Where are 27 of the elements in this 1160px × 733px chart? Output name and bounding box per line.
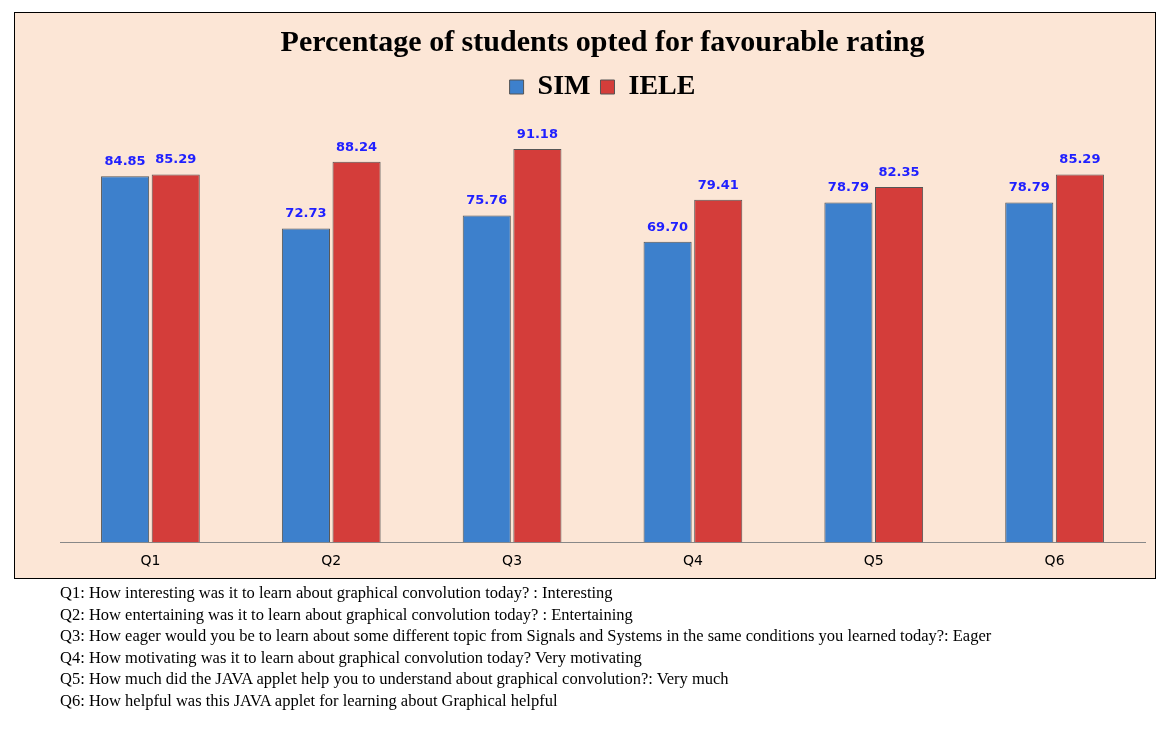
data-label: 82.35 <box>878 163 920 179</box>
data-label: 75.76 <box>466 192 508 208</box>
data-label: 88.24 <box>336 138 378 154</box>
data-label: 85.29 <box>155 151 197 167</box>
x-tick-label: Q4 <box>682 552 703 569</box>
chart-title: Percentage of students opted for favourable rating <box>280 23 925 57</box>
data-label: 79.41 <box>697 176 739 192</box>
data-label: 85.29 <box>1059 151 1101 167</box>
text: Q5: How much did the JAVA applet help you to understand about graphical convolution?: Very much <box>60 668 730 690</box>
x-tick-label: Q2 <box>321 552 342 569</box>
data-label: 78.79 <box>1008 179 1050 195</box>
x-tick-label: Q3 <box>502 552 523 569</box>
text: Q3: How eager would you be to learn about some different topic from Signals and Systems in the same conditions you learned today?: Eager <box>60 625 993 647</box>
text: Q1: How interesting was it to learn about graphical convolution today? : Interesting <box>60 582 614 604</box>
x-tick-label: Q5 <box>863 552 884 569</box>
data-label: 72.73 <box>285 205 327 221</box>
legend-label: IELE <box>628 69 696 101</box>
legend-label: SIM <box>537 69 591 101</box>
x-tick-label: Q1 <box>140 552 161 569</box>
text: Q6: How helpful was this JAVA applet for learning about Graphical helpful <box>60 689 559 711</box>
data-label: 78.79 <box>827 179 869 195</box>
text: Q2: How entertaining was it to learn about graphical convolution today? : Entertaining <box>60 603 634 625</box>
x-tick-label: Q6 <box>1044 552 1065 569</box>
data-label: 69.70 <box>647 218 689 234</box>
data-label: 84.85 <box>104 153 146 169</box>
data-label: 91.18 <box>516 125 558 141</box>
text: Q4: How motivating was it to learn about graphical convolution today? Very motivating <box>60 646 643 668</box>
